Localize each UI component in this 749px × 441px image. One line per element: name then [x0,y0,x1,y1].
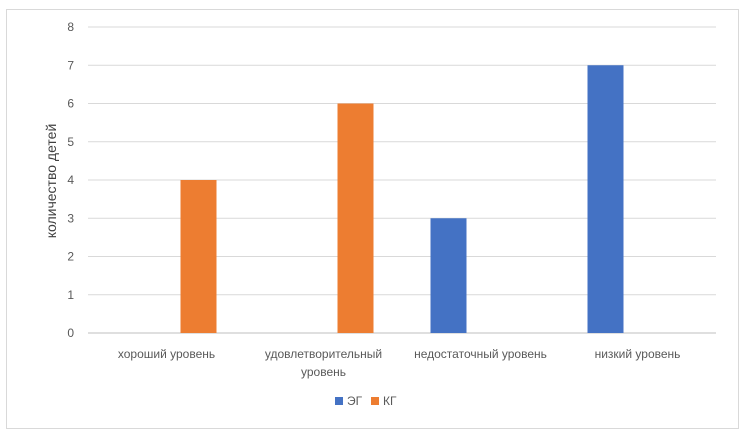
y-tick-label: 3 [67,211,74,225]
x-category-label: недостаточный уровень [414,347,547,361]
y-tick-label: 6 [67,97,74,111]
bar [430,218,467,333]
y-tick-label: 8 [67,20,74,34]
y-axis-ticks: 0 1 2 3 4 5 6 7 8 [67,20,74,340]
x-category-label-line: удовлетворительный [265,347,382,361]
x-category-label-line: хороший уровень [118,347,215,361]
y-tick-label: 0 [67,326,74,340]
y-tick-label: 2 [67,250,74,264]
x-axis-categories: хороший уровень удовлетворительный уровень… [118,347,681,379]
legend-label: ЭГ [347,394,363,408]
legend-swatch [371,397,379,405]
y-axis-label: количество детей [43,124,59,239]
y-tick-label: 5 [67,135,74,149]
bar [337,103,374,333]
bars [180,65,624,333]
legend-label: КГ [383,394,397,408]
y-tick-label: 4 [67,173,74,187]
y-tick-label: 7 [67,58,74,72]
x-category-label-line: недостаточный уровень [414,347,547,361]
bar [587,65,624,333]
x-category-label-line: низкий уровень [595,347,681,361]
y-tick-label: 1 [67,288,74,302]
legend: ЭГ КГ [335,394,397,408]
legend-swatch [335,397,343,405]
x-category-label: удовлетворительный уровень [265,347,382,379]
x-category-label: хороший уровень [118,347,215,361]
x-category-label-line: уровень [301,365,346,379]
bar [180,180,217,333]
x-category-label: низкий уровень [595,347,681,361]
